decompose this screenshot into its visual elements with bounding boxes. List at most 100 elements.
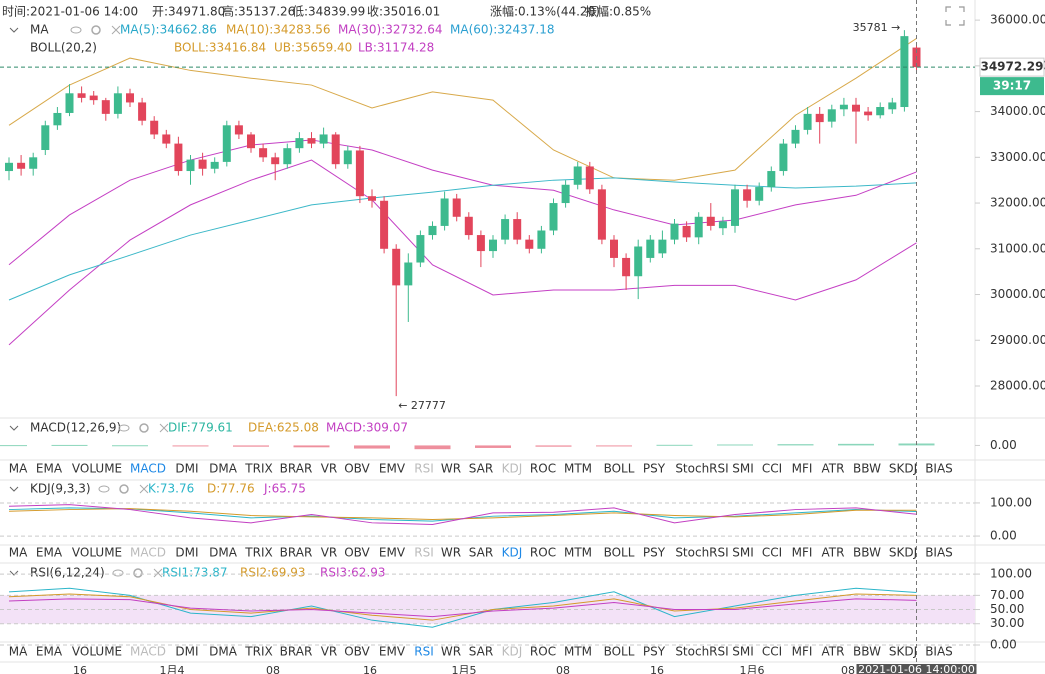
- indicator-tab[interactable]: BOLL: [604, 645, 635, 659]
- settings-icon[interactable]: [91, 25, 101, 35]
- indicator-tab[interactable]: SKDJ: [889, 546, 917, 560]
- indicator-tab[interactable]: BIAS: [925, 645, 953, 659]
- candle-body: [138, 102, 147, 121]
- indicator-tab[interactable]: TRIX: [244, 645, 272, 659]
- candle-body: [440, 198, 449, 226]
- indicator-tab[interactable]: VR: [321, 645, 338, 659]
- indicator-tab[interactable]: CCI: [762, 645, 782, 659]
- indicator-tab[interactable]: BBW: [853, 546, 881, 560]
- indicator-tab[interactable]: OBV: [344, 546, 370, 560]
- indicator-tab[interactable]: CCI: [762, 546, 782, 560]
- indicator-tab[interactable]: MFI: [792, 645, 813, 659]
- indicator-tab[interactable]: BIAS: [925, 546, 953, 560]
- indicator-tab[interactable]: SAR: [469, 462, 493, 476]
- indicator-tab[interactable]: BIAS: [925, 462, 953, 476]
- indicator-tab[interactable]: CCI: [762, 462, 782, 476]
- indicator-tab[interactable]: DMI: [175, 645, 198, 659]
- eye-icon[interactable]: [98, 485, 110, 493]
- collapse-icon[interactable]: [9, 486, 19, 492]
- indicator-tab[interactable]: DMA: [209, 645, 238, 659]
- indicator-tab[interactable]: DMI: [175, 462, 198, 476]
- indicator-tab[interactable]: PSY: [643, 546, 666, 560]
- indicator-tab[interactable]: BBW: [853, 645, 881, 659]
- indicator-tab[interactable]: SAR: [469, 645, 493, 659]
- indicator-tab[interactable]: EMA: [36, 645, 63, 659]
- close-icon[interactable]: [111, 25, 121, 35]
- eye-icon[interactable]: [118, 424, 130, 432]
- indicator-tab[interactable]: StochRSI: [675, 645, 728, 659]
- indicator-tab[interactable]: SAR: [469, 546, 493, 560]
- indicator-tab[interactable]: StochRSI: [675, 462, 728, 476]
- indicator-tab[interactable]: EMA: [36, 546, 63, 560]
- settings-icon[interactable]: [119, 484, 129, 494]
- indicator-tab[interactable]: SMI: [732, 645, 754, 659]
- indicator-tab[interactable]: BRAR: [280, 645, 313, 659]
- indicator-tab[interactable]: VOLUME: [72, 546, 122, 560]
- indicator-tab[interactable]: SMI: [732, 462, 754, 476]
- indicator-tab[interactable]: ATR: [822, 462, 845, 476]
- indicator-tab[interactable]: MACD: [130, 645, 166, 659]
- indicator-tab[interactable]: MA: [9, 462, 28, 476]
- indicator-tab[interactable]: RSI: [414, 546, 434, 560]
- indicator-tab[interactable]: BBW: [853, 462, 881, 476]
- indicator-tab[interactable]: SKDJ: [889, 462, 917, 476]
- collapse-icon[interactable]: [9, 570, 19, 576]
- indicator-tab[interactable]: EMV: [379, 462, 406, 476]
- settings-icon[interactable]: [139, 423, 149, 433]
- indicator-tab[interactable]: ROC: [530, 546, 556, 560]
- indicator-tab[interactable]: PSY: [643, 645, 666, 659]
- indicator-tab[interactable]: KDJ: [502, 546, 523, 560]
- close-icon[interactable]: [153, 568, 163, 578]
- settings-icon[interactable]: [133, 568, 143, 578]
- indicator-tab[interactable]: RSI: [414, 462, 434, 476]
- indicator-tab[interactable]: MTM: [564, 645, 592, 659]
- indicator-tab[interactable]: ROC: [530, 645, 556, 659]
- close-icon[interactable]: [139, 484, 149, 494]
- indicator-tab[interactable]: OBV: [344, 462, 370, 476]
- indicator-tab[interactable]: StochRSI: [675, 546, 728, 560]
- indicator-tab[interactable]: WR: [441, 462, 461, 476]
- indicator-tab[interactable]: PSY: [643, 462, 666, 476]
- indicator-tab[interactable]: BOLL: [604, 462, 635, 476]
- eye-icon[interactable]: [112, 569, 124, 577]
- fullscreen-icon[interactable]: [945, 6, 965, 26]
- indicator-tab[interactable]: DMA: [209, 462, 238, 476]
- indicator-tab[interactable]: MACD: [130, 546, 166, 560]
- indicator-tab[interactable]: BRAR: [280, 546, 313, 560]
- indicator-tab[interactable]: EMA: [36, 462, 63, 476]
- indicator-tab[interactable]: BOLL: [604, 546, 635, 560]
- indicator-tab[interactable]: EMV: [379, 546, 406, 560]
- collapse-icon[interactable]: [9, 27, 19, 33]
- indicator-tab[interactable]: MA: [9, 546, 28, 560]
- indicator-tab[interactable]: MACD: [130, 462, 166, 476]
- indicator-tab[interactable]: SMI: [732, 546, 754, 560]
- indicator-tab[interactable]: OBV: [344, 645, 370, 659]
- indicator-tab[interactable]: KDJ: [502, 645, 523, 659]
- indicator-tab[interactable]: DMI: [175, 546, 198, 560]
- indicator-tab[interactable]: WR: [441, 546, 461, 560]
- indicator-tab[interactable]: VR: [321, 462, 338, 476]
- indicator-tab[interactable]: TRIX: [244, 462, 272, 476]
- indicator-tab[interactable]: MTM: [564, 546, 592, 560]
- indicator-tab[interactable]: ATR: [822, 546, 845, 560]
- indicator-tab[interactable]: BRAR: [280, 462, 313, 476]
- indicator-tab[interactable]: ATR: [822, 645, 845, 659]
- indicator-tab[interactable]: EMV: [379, 645, 406, 659]
- indicator-tab[interactable]: VR: [321, 546, 338, 560]
- indicator-tab[interactable]: TRIX: [244, 546, 272, 560]
- indicator-tab[interactable]: VOLUME: [72, 645, 122, 659]
- indicator-tab[interactable]: RSI: [414, 645, 434, 659]
- indicator-tab[interactable]: VOLUME: [72, 462, 122, 476]
- indicator-tab[interactable]: SKDJ: [889, 645, 917, 659]
- indicator-tab[interactable]: MFI: [792, 462, 813, 476]
- indicator-tab[interactable]: MFI: [792, 546, 813, 560]
- indicator-tab[interactable]: WR: [441, 645, 461, 659]
- indicator-tab[interactable]: MA: [9, 645, 28, 659]
- indicator-tab[interactable]: ROC: [530, 462, 556, 476]
- close-icon[interactable]: [159, 423, 169, 433]
- indicator-tab[interactable]: KDJ: [502, 462, 523, 476]
- indicator-tab[interactable]: DMA: [209, 546, 238, 560]
- eye-icon[interactable]: [70, 26, 82, 34]
- collapse-icon[interactable]: [9, 425, 19, 431]
- indicator-tab[interactable]: MTM: [564, 462, 592, 476]
